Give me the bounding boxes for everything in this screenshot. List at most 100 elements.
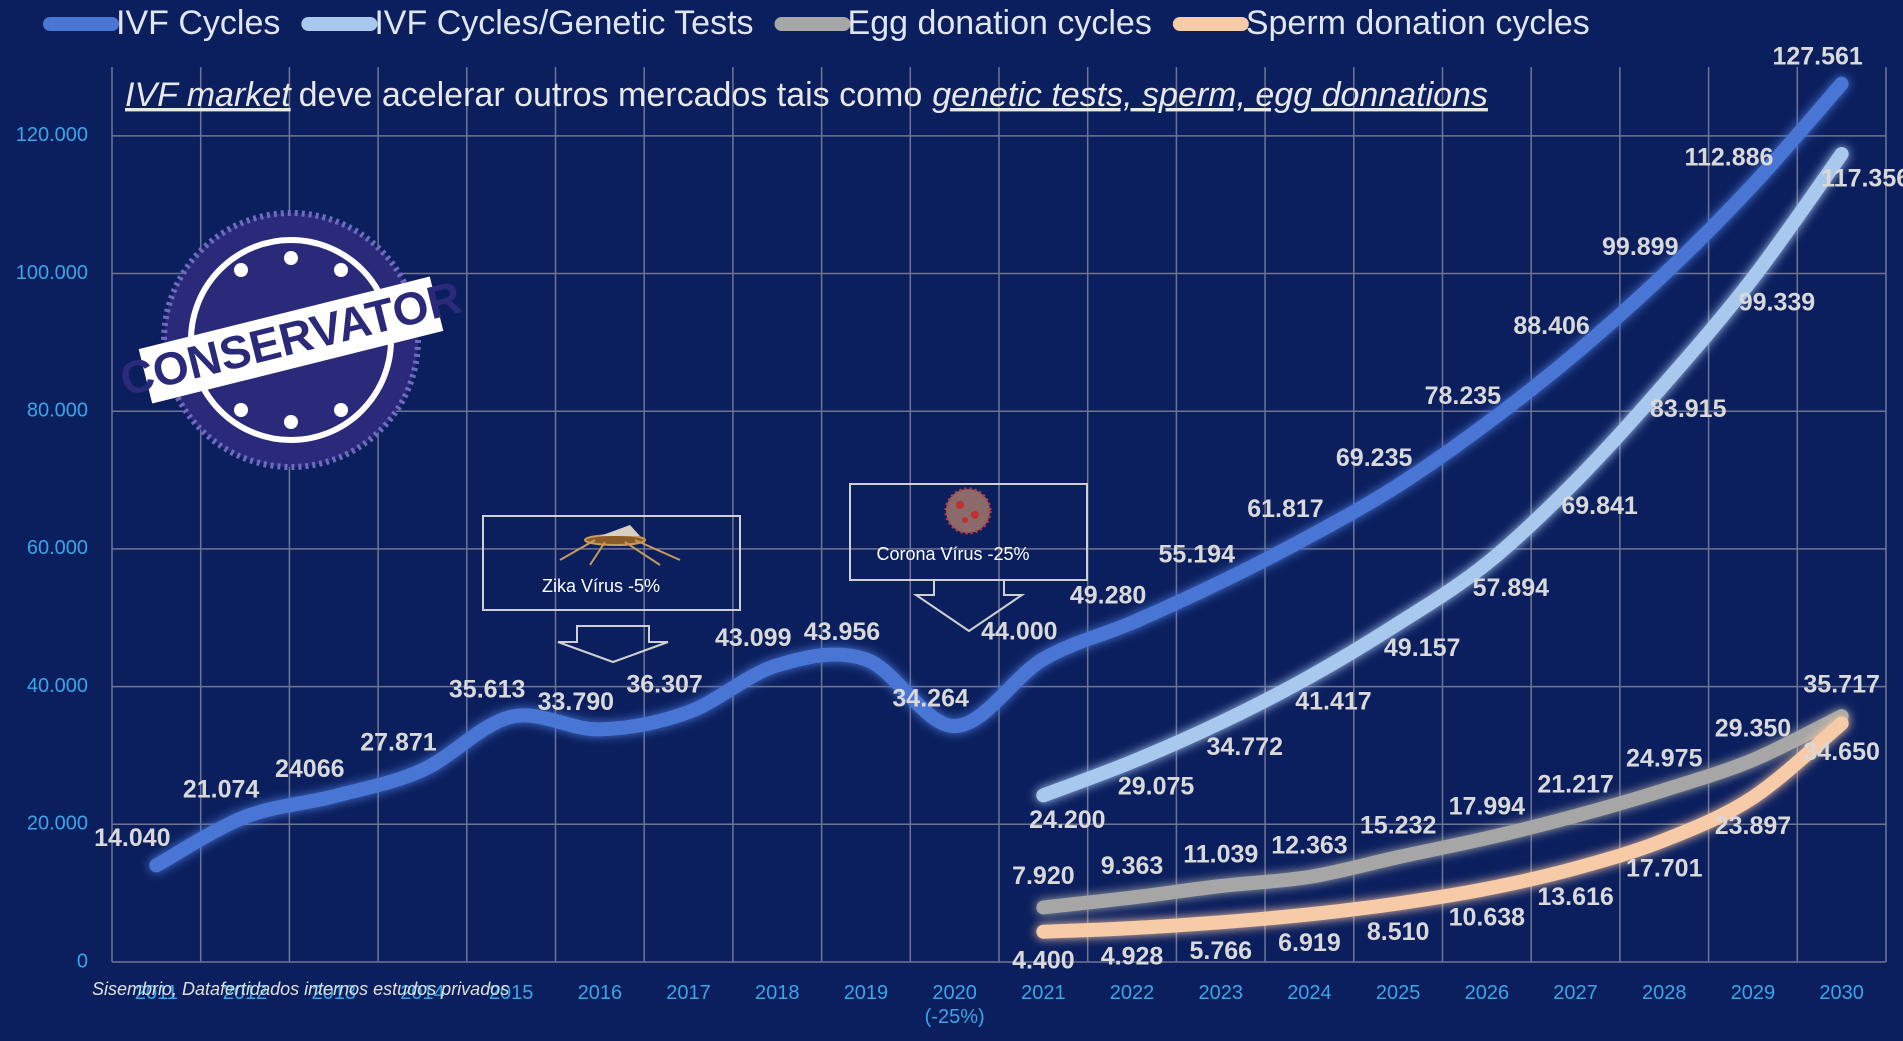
data-label: 117.356	[1821, 165, 1903, 193]
data-label: 36.307	[626, 671, 702, 699]
data-label: 127.561	[1772, 42, 1862, 70]
x-tick-label: 2027	[1553, 982, 1598, 1004]
data-label: 5.766	[1189, 937, 1252, 965]
x-tick-label: 2017	[666, 982, 711, 1004]
data-label: 15.232	[1360, 812, 1436, 840]
x-tick-label-box: 2025	[1376, 982, 1421, 1004]
x-tick-label: 2030	[1819, 982, 1864, 1004]
data-label: 13.616	[1537, 883, 1613, 911]
data-label: 88.406	[1513, 312, 1589, 340]
stamp-stars	[234, 251, 348, 429]
annotation: Corona Vírus -25%	[876, 544, 1029, 564]
data-labels: 14.040 21.074 24066 27.871 35.613 33.790 36.30…	[94, 42, 1903, 974]
data-label: 6.919	[1278, 929, 1341, 957]
y-tick-label: 60.000	[27, 537, 88, 559]
data-label: 24.200	[1029, 806, 1105, 834]
x-tick-label: 2024	[1287, 982, 1332, 1004]
data-label: 34.264	[892, 685, 969, 713]
subtitle: IVF market deve acelerar outros mercados …	[125, 76, 1488, 114]
data-label: 4.928	[1101, 943, 1164, 971]
data-label: 55.194	[1159, 541, 1236, 569]
x-tick-label-box: 2022	[1110, 982, 1155, 1004]
data-label: 17.701	[1626, 855, 1703, 883]
data-label: 29.350	[1715, 715, 1791, 743]
data-label: 61.817	[1247, 495, 1323, 523]
data-label: 14.040	[94, 824, 170, 852]
data-label: 7.920	[1012, 862, 1075, 890]
subtitle-text: deve acelerar outros mercados tais como	[299, 76, 923, 114]
data-label: 34.772	[1207, 733, 1283, 761]
stamp-band	[138, 276, 444, 404]
x-tick-label: 2021	[1021, 982, 1066, 1004]
data-label: 23.897	[1715, 812, 1791, 840]
x-tick-label: 2020 (-25%)	[924, 982, 985, 1028]
subtitle-emphasis: genetic tests, sperm, egg donnations	[932, 76, 1488, 114]
data-label: 9.363	[1101, 852, 1164, 880]
x-tick-label: 2028	[1641, 982, 1687, 1004]
x-tick-label-box: 2019	[843, 982, 889, 1004]
data-label: 24066	[275, 755, 345, 783]
x-tick-label: 2011	[134, 982, 178, 1004]
virus-icon	[944, 487, 992, 535]
x-tick-label-box: 2011	[134, 982, 178, 1004]
subtitle-emphasis: IVF market	[125, 76, 292, 114]
data-label: 12.363	[1271, 831, 1347, 859]
data-label: 35.717	[1803, 671, 1879, 699]
data-label: 24.975	[1626, 745, 1703, 773]
x-tick-label-box: 2013	[311, 982, 356, 1004]
y-tick-label: 0	[77, 950, 88, 972]
data-label: 21.217	[1537, 771, 1613, 799]
data-label: 99.899	[1602, 233, 1678, 261]
x-tick-label-box: 2028	[1641, 982, 1687, 1004]
x-tick-label-box: 2020 (-25%)	[924, 982, 985, 1028]
series-line	[149, 76, 1849, 873]
y-tick-label: 120.000	[16, 124, 88, 146]
data-label: 35.613	[449, 675, 525, 703]
x-tick-label-box: 2012	[223, 982, 268, 1004]
legend-label: Egg donation cycles	[848, 4, 1152, 42]
data-label: 17.994	[1449, 793, 1526, 821]
series-line	[1036, 709, 1849, 915]
x-tick-label-box: 2021	[1021, 982, 1066, 1004]
y-tick-label: 100.000	[16, 262, 88, 284]
callout-arrow	[912, 579, 1026, 633]
data-label: 8.510	[1367, 918, 1430, 946]
data-label: 69.235	[1336, 444, 1413, 472]
x-tick-label: 2018	[754, 982, 800, 1004]
data-label: 34.650	[1803, 738, 1879, 766]
data-label: 11.039	[1183, 841, 1258, 869]
x-tick-label-box: 2015	[488, 982, 534, 1004]
x-tick-label: 2015	[488, 982, 534, 1004]
x-tick-label: 2023	[1198, 982, 1243, 1004]
data-label: 49.280	[1070, 581, 1146, 609]
x-tick-label-box: 2014	[400, 982, 445, 1004]
x-tick-label: 2014	[400, 982, 445, 1004]
x-tick-label-box: 2027	[1553, 982, 1598, 1004]
x-tick-label-box: 2023	[1198, 982, 1243, 1004]
data-label: 10.638	[1449, 903, 1526, 931]
data-label: 27.871	[360, 729, 437, 757]
x-tick-label-box: 2017	[666, 982, 711, 1004]
data-label: 43.956	[804, 618, 880, 646]
legend-label: Sperm donation cycles	[1246, 4, 1590, 42]
series-line	[1036, 716, 1849, 939]
legend: IVF Cycles IVF Cycles/Genetic Tests Egg do…	[43, 4, 1590, 42]
legend-label: IVF Cycles	[116, 4, 280, 42]
zika-callout: Zika Vírus -5%	[482, 515, 741, 664]
data-label: 41.417	[1295, 687, 1371, 715]
x-tick-label: 2016	[577, 982, 623, 1004]
data-label: 49.157	[1384, 634, 1460, 662]
data-label: 33.790	[538, 688, 614, 716]
x-tick-label: 2026	[1464, 982, 1510, 1004]
x-tick-label: 2013	[311, 982, 356, 1004]
y-tick-label: 20.000	[27, 813, 88, 835]
y-tick-label: 40.000	[27, 675, 88, 697]
x-tick-label: 2019	[843, 982, 889, 1004]
x-tick-label-box: 2018	[754, 982, 800, 1004]
axis-labels: 0 20.000 40.000 60.000 80.000 100.000 120.000 2…	[16, 124, 1864, 1028]
x-tick-label-box: 2029	[1731, 982, 1776, 1004]
legend-label: IVF Cycles/Genetic Tests	[374, 4, 753, 42]
data-label: 112.886	[1684, 143, 1773, 171]
data-label: 83.915	[1650, 395, 1727, 423]
